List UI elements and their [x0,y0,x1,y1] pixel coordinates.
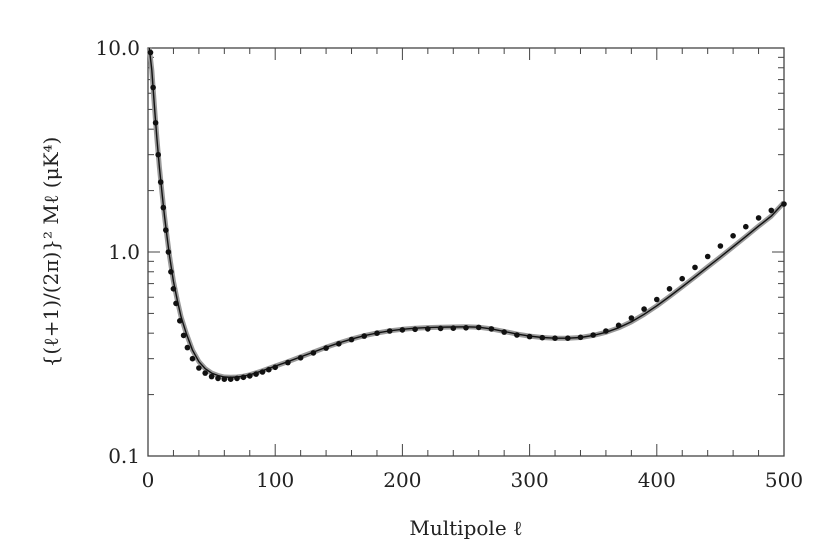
y-axis-title: {(ℓ+1)/(2π)}² Mℓ (μK⁴) [39,137,63,368]
data-point [253,371,259,377]
data-point [692,264,698,271]
data-point [147,49,154,56]
data-point [221,376,228,383]
data-point [227,376,234,383]
data-point [196,365,202,371]
data-point [437,325,444,332]
data-point [173,300,179,307]
data-point [768,207,775,214]
data-point [160,204,167,211]
x-tick-label: 200 [383,468,421,492]
data-point [526,333,533,340]
data-point [152,120,159,126]
x-axis-title: Multipole ℓ [409,516,522,540]
data-point [323,345,329,351]
data-point [539,334,546,341]
data-point [150,84,156,91]
data-point [425,326,431,332]
tick-labels: 0 100 200 300 400 500 0.1 1.0 10.0 [95,36,803,492]
data-point [501,329,508,335]
data-point [184,344,191,351]
data-point [259,369,266,375]
data-point [272,364,279,371]
data-point [157,179,164,185]
data-point [781,201,787,207]
data-point [717,243,724,249]
data-point [285,359,291,366]
data-point [488,326,495,332]
data-point [336,341,342,347]
data-point [234,375,240,382]
x-tick-label: 0 [142,468,155,492]
data-point [603,328,609,334]
data-point [297,355,304,361]
data-point [743,223,749,230]
data-point [577,334,584,341]
data-point [399,327,406,333]
data-point [704,253,711,260]
y-tick-label: 10.0 [95,36,140,60]
data-point [463,325,469,331]
data-point [450,325,457,332]
x-tick-label: 400 [638,468,676,492]
data-point [412,326,418,333]
data-point [641,306,647,312]
data-point [565,335,571,342]
plot-frame [147,47,785,457]
series-layer [146,47,787,383]
data-point [628,315,635,321]
data-point [374,330,380,337]
data-point [475,324,482,331]
axis-ticks [147,47,785,457]
data-point [240,374,247,381]
data-point [386,328,393,334]
data-point [155,151,161,158]
data-point [177,318,183,324]
data-point [215,375,221,382]
data-point [168,269,174,275]
data-point [615,322,622,329]
y-tick-label: 0.1 [108,444,140,468]
data-point [202,370,208,376]
data-point [208,373,215,380]
data-point [163,227,169,233]
data-point [755,215,762,221]
data-point [180,332,187,339]
x-tick-label: 100 [256,468,294,492]
data-point [310,350,317,356]
data-point [514,332,520,338]
data-point [165,249,172,255]
data-point [590,332,596,338]
x-tick-label: 500 [765,468,803,492]
data-point [654,296,660,303]
data-point [730,233,736,239]
data-point [266,366,272,373]
x-tick-label: 300 [511,468,549,492]
data-point [170,286,177,292]
data-point [666,286,673,292]
data-point [348,336,355,343]
data-point [247,373,253,379]
data-point [679,275,685,282]
data-point [552,335,558,342]
y-tick-label: 1.0 [108,240,140,264]
data-point [361,333,368,339]
data-point [189,355,196,362]
